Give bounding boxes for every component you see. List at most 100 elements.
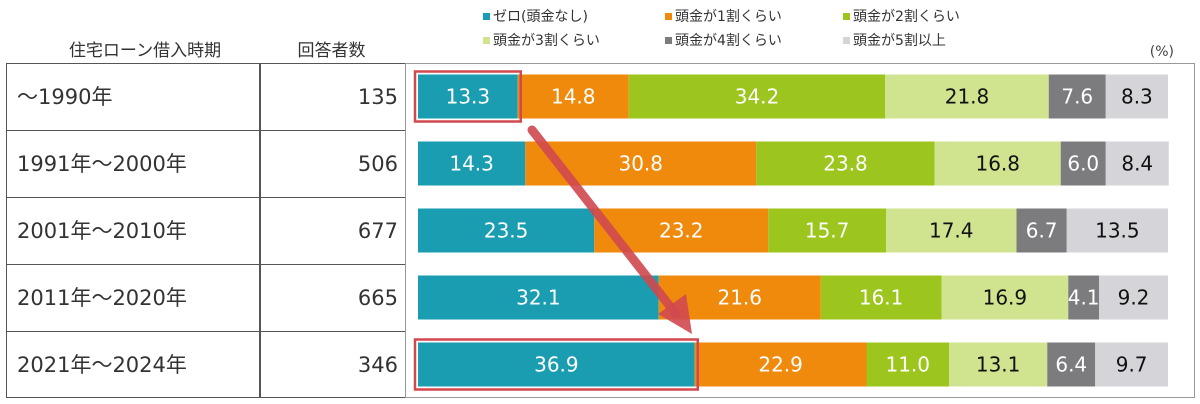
respondents-column-header: 回答者数: [297, 41, 366, 61]
value-label: 22.9: [758, 353, 803, 377]
period-label: 2001年～2010年: [17, 219, 187, 243]
value-label: 9.2: [1118, 286, 1150, 310]
bar-segment: [1095, 342, 1168, 387]
value-label: 17.4: [929, 219, 974, 243]
bar-segment: [886, 208, 1017, 253]
value-label: 8.3: [1121, 85, 1153, 109]
value-label: 8.4: [1121, 152, 1153, 176]
legend-label: 頭金が2割くらい: [853, 9, 960, 25]
bar-segment: [1047, 342, 1096, 387]
period-label: ～1990年: [17, 85, 113, 109]
value-label: 16.8: [975, 152, 1020, 176]
period-column-header: 住宅ローン借入時期: [68, 41, 222, 61]
bar-segment: [1099, 275, 1168, 320]
value-label: 13.5: [1095, 219, 1140, 243]
legend-item: ゼロ(頭金なし): [483, 6, 588, 26]
legend-swatch: [843, 36, 850, 44]
unit-label: (%): [1149, 44, 1174, 60]
period-label: 2021年～2024年: [17, 353, 187, 377]
value-label: 23.5: [484, 219, 529, 243]
legend-item: 頭金が1割くらい: [665, 6, 782, 26]
bar-segment: [517, 74, 629, 119]
bar-segment: [820, 275, 942, 320]
legend-item: 頭金が5割以上: [843, 30, 946, 50]
legend-swatch: [483, 36, 490, 44]
bar-segment: [418, 342, 695, 387]
bar-segment: [418, 208, 595, 253]
bar-segment: [934, 141, 1061, 186]
value-label: 6.7: [1026, 219, 1058, 243]
bar-segment: [418, 275, 659, 320]
value-label: 13.1: [976, 353, 1021, 377]
bar-segment: [1105, 74, 1168, 119]
legend-label: 頭金が5割以上: [853, 33, 946, 49]
value-label: 30.8: [618, 152, 663, 176]
value-label: 6.4: [1055, 353, 1087, 377]
value-label: 32.1: [516, 286, 561, 310]
value-label: 11.0: [885, 353, 930, 377]
bar-segment: [768, 208, 886, 253]
bar-segment: [694, 342, 867, 387]
bar-segment: [1068, 275, 1099, 320]
value-label: 21.8: [945, 85, 990, 109]
table-row: 2001年～2010年 677: [7, 198, 406, 265]
bar-segment: [418, 141, 526, 186]
bar-segment: [628, 74, 886, 119]
table-row: 1991年～2000年 506: [7, 131, 406, 198]
column-divider: [259, 64, 261, 397]
bar-segment: [756, 141, 935, 186]
legend-item: 頭金が4割くらい: [665, 30, 782, 50]
bar-segment: [866, 342, 949, 387]
value-label: 23.2: [659, 219, 704, 243]
value-label: 23.8: [823, 152, 868, 176]
period-table: ～1990年 135 1991年～2000年 506 2001年～2010年 677 201…: [6, 63, 406, 399]
respondent-count: 506: [357, 152, 398, 176]
value-label: 16.9: [983, 286, 1028, 310]
bar-segment: [1060, 141, 1106, 186]
bar-segment: [1016, 208, 1067, 253]
trend-arrow-shaft: [527, 125, 681, 319]
value-label: 4.1: [1068, 286, 1100, 310]
bar-segment: [1048, 74, 1106, 119]
highlight-box: [413, 70, 522, 123]
legend-swatch: [665, 36, 672, 44]
bar-segment: [1066, 208, 1168, 253]
value-label: 6.0: [1067, 152, 1099, 176]
respondent-count: 677: [357, 219, 398, 243]
value-label: 13.3: [446, 85, 491, 109]
value-label: 15.7: [805, 219, 850, 243]
legend-label: 頭金が1割くらい: [675, 9, 782, 25]
trend-arrow-head: [658, 294, 692, 334]
table-row: 2021年～2024年 346: [7, 332, 406, 399]
highlight-box: [413, 338, 699, 391]
value-label: 36.9: [534, 353, 579, 377]
respondent-count: 135: [357, 85, 398, 109]
bar-segment: [418, 74, 518, 119]
value-label: 16.1: [859, 286, 904, 310]
period-label: 1991年～2000年: [17, 152, 187, 176]
value-label: 9.7: [1116, 353, 1148, 377]
value-label: 34.2: [735, 85, 780, 109]
legend-item: 頭金が2割くらい: [843, 6, 960, 26]
value-label: 21.6: [717, 286, 762, 310]
respondent-count: 346: [357, 353, 398, 377]
value-label: 14.3: [449, 152, 494, 176]
legend-label: 頭金が3割くらい: [493, 33, 600, 49]
bar-segment: [1105, 141, 1169, 186]
legend-swatch: [483, 12, 490, 20]
legend-label: ゼロ(頭金なし): [493, 9, 588, 25]
legend-label: 頭金が4割くらい: [675, 33, 782, 49]
bar-segment: [885, 74, 1049, 119]
value-label: 7.6: [1061, 85, 1093, 109]
chart-frame: [405, 63, 1195, 398]
bar-segment: [941, 275, 1069, 320]
respondent-count: 665: [357, 286, 398, 310]
value-label: 14.8: [551, 85, 596, 109]
table-row: 2011年～2020年 665: [7, 265, 406, 332]
table-row: ～1990年 135: [7, 64, 406, 131]
legend-swatch: [665, 12, 672, 20]
legend-swatch: [843, 12, 850, 20]
bar-segment: [949, 342, 1048, 387]
